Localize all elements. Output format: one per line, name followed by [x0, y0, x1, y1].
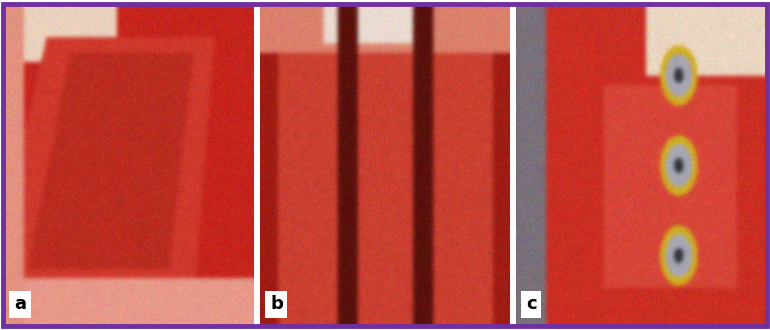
- Text: b: b: [270, 295, 283, 313]
- Text: c: c: [526, 295, 537, 313]
- Text: a: a: [14, 295, 26, 313]
